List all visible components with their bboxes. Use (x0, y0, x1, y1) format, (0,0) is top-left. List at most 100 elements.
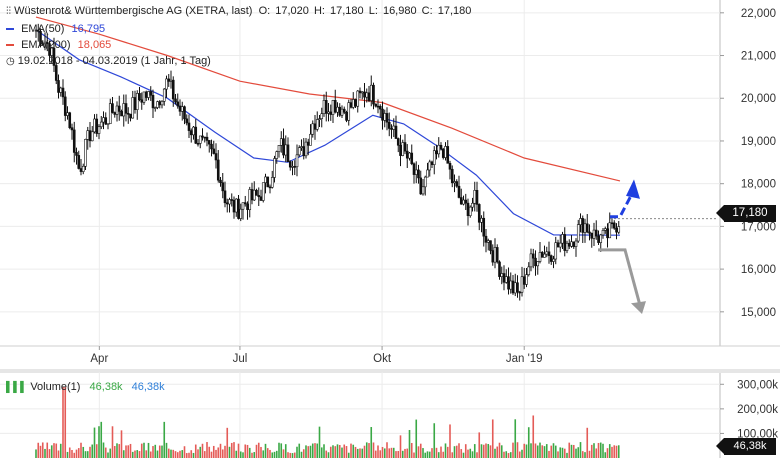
volume-bar (494, 448, 496, 458)
candle-body (108, 103, 112, 125)
volume-bar (181, 450, 184, 458)
candles (34, 23, 621, 301)
candle-body (79, 168, 83, 172)
candle-body (446, 146, 450, 164)
volume-bar (536, 445, 539, 458)
candle-body (426, 169, 429, 178)
candle-body (313, 123, 317, 130)
candle-body (601, 230, 605, 236)
volume-bar (89, 446, 91, 458)
candle-body (142, 91, 146, 103)
y-tick-label: 21,000 (741, 51, 776, 63)
candle-body (140, 99, 144, 103)
candle-body (41, 43, 45, 45)
candle-body (223, 190, 227, 204)
volume-bar (523, 443, 526, 458)
volume-bar (595, 448, 598, 458)
vol-tick-label: 200,00k (737, 404, 778, 416)
candle-body (486, 240, 490, 243)
candle-body (273, 158, 276, 178)
candle-body (205, 136, 209, 141)
volume-bar (109, 448, 112, 458)
candle-body (392, 125, 396, 130)
volume-bar (534, 443, 537, 458)
last-price-tag: 17,180 (716, 205, 776, 222)
volume-bar (548, 450, 550, 458)
candle-body (279, 138, 283, 146)
ema200-legend[interactable]: EMA(200) 18,065 (6, 38, 111, 52)
volume-bar (95, 444, 98, 458)
volume-bar (374, 450, 377, 458)
volume-bar (262, 450, 265, 458)
candle-body (212, 148, 216, 154)
volume-bar (401, 450, 404, 458)
volume-bar (460, 449, 463, 458)
candle-body (369, 84, 373, 101)
volume-bar (500, 445, 503, 458)
candle-body (336, 106, 339, 113)
forecast-arrows (598, 179, 646, 314)
volume-bar (260, 446, 262, 458)
candle-body (162, 88, 166, 102)
candle-body (36, 29, 40, 32)
candle-body (372, 84, 375, 105)
volume-bar (302, 449, 305, 458)
volume-bar (584, 452, 586, 458)
volume-bar (194, 444, 197, 458)
volume-bar (597, 442, 600, 458)
candle-body (462, 199, 465, 205)
candle-body (549, 255, 553, 262)
volume-bar (491, 419, 494, 458)
candle-body (408, 152, 411, 159)
candle-body (464, 199, 468, 204)
candle-body (264, 176, 267, 183)
volume-bar (233, 442, 235, 458)
candle-body (363, 91, 366, 98)
candle-body (174, 98, 177, 103)
candle-body (183, 106, 186, 120)
volume-bar (239, 451, 242, 458)
volume-bar (309, 445, 312, 458)
candle-body (248, 189, 252, 210)
candle-body (403, 142, 407, 152)
volume-legend[interactable]: ▌▌▌ Volume(1) 46,38k 46,38k (6, 380, 165, 395)
volume-bar (174, 451, 177, 458)
volume-bar (572, 444, 575, 458)
candle-body (466, 202, 470, 216)
volume-bar (530, 443, 532, 458)
candle-body (390, 128, 393, 130)
volume-bar (271, 452, 274, 458)
volume-bar (120, 430, 123, 458)
y-tick-label: 16,000 (741, 264, 776, 276)
candle-body (198, 135, 202, 144)
volume-bar (588, 450, 591, 458)
candle-body (421, 186, 425, 195)
candle-body (160, 101, 164, 106)
chart-header: ⫶⫶ Wüstenrot& Württembergische AG (XETRA… (6, 4, 471, 19)
volume-bar (489, 445, 492, 458)
candle-body (367, 92, 371, 101)
volume-bar (102, 442, 105, 458)
volume-bar (478, 432, 481, 458)
candle-body (412, 163, 416, 175)
candle-body (192, 126, 195, 136)
volume-bar (273, 451, 276, 458)
volume-bar (298, 443, 301, 458)
candle-body (538, 252, 542, 262)
volume-bar (264, 443, 267, 458)
volume-bar (442, 451, 445, 458)
volume-bar (327, 452, 330, 458)
volume-bar (606, 448, 609, 458)
volume-bar (165, 442, 168, 458)
volume-bar (253, 452, 256, 458)
volume-bar (372, 442, 375, 458)
volume-bar (611, 446, 613, 458)
volume-bar (527, 427, 530, 458)
candle-body (300, 146, 303, 148)
ema50-legend[interactable]: EMA(50) 16,795 (6, 22, 105, 36)
candle-body (599, 234, 603, 243)
volume-bar (413, 452, 415, 458)
volume-bar (154, 444, 157, 458)
volume-bar (73, 452, 76, 458)
volume-bar (509, 452, 512, 458)
